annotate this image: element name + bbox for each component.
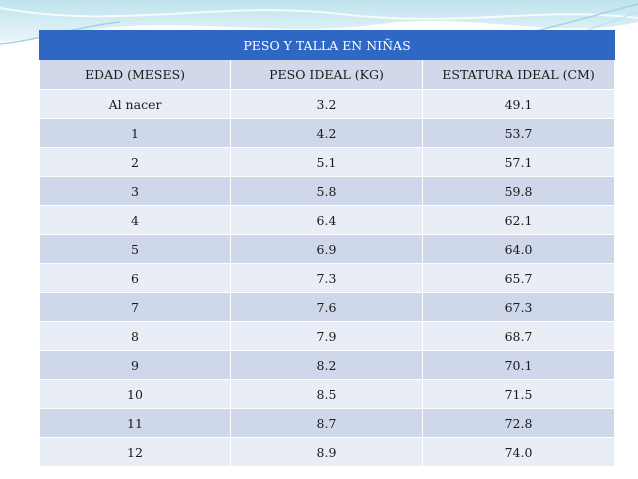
cell-height: 62.1: [422, 205, 615, 235]
cell-height: 49.1: [422, 89, 615, 119]
cell-age: 12: [39, 437, 231, 467]
cell-age: Al nacer: [39, 89, 231, 119]
cell-age: 10: [39, 379, 231, 409]
table-row: 4 6.4 62.1: [39, 205, 615, 235]
table-row: 5 6.9 64.0: [39, 234, 615, 264]
cell-weight: 3.2: [230, 89, 423, 119]
cell-height: 64.0: [422, 234, 615, 264]
cell-age: 9: [39, 350, 231, 380]
cell-weight: 7.9: [230, 321, 423, 351]
cell-age: 5: [39, 234, 231, 264]
cell-weight: 6.9: [230, 234, 423, 264]
cell-weight: 8.5: [230, 379, 423, 409]
cell-height: 70.1: [422, 350, 615, 380]
cell-age: 7: [39, 292, 231, 322]
table-row: 2 5.1 57.1: [39, 147, 615, 177]
table-row: 9 8.2 70.1: [39, 350, 615, 380]
cell-height: 67.3: [422, 292, 615, 322]
table-row: 11 8.7 72.8: [39, 408, 615, 438]
cell-height: 71.5: [422, 379, 615, 409]
table-title: PESO Y TALLA EN NIÑAS: [39, 30, 615, 60]
table-row: 12 8.9 74.0: [39, 437, 615, 467]
cell-height: 59.8: [422, 176, 615, 206]
cell-weight: 7.6: [230, 292, 423, 322]
table-row: 7 7.6 67.3: [39, 292, 615, 322]
column-header-age: EDAD (MESES): [39, 59, 231, 90]
cell-height: 74.0: [422, 437, 615, 467]
cell-age: 8: [39, 321, 231, 351]
table-title-row: PESO Y TALLA EN NIÑAS: [39, 30, 615, 60]
cell-weight: 4.2: [230, 118, 423, 148]
weight-height-table: PESO Y TALLA EN NIÑAS EDAD (MESES) PESO …: [39, 30, 615, 467]
cell-age: 1: [39, 118, 231, 148]
cell-weight: 8.7: [230, 408, 423, 438]
table-row: 6 7.3 65.7: [39, 263, 615, 293]
table-row: 3 5.8 59.8: [39, 176, 615, 206]
cell-height: 65.7: [422, 263, 615, 293]
table-container: PESO Y TALLA EN NIÑAS EDAD (MESES) PESO …: [39, 30, 615, 467]
cell-height: 68.7: [422, 321, 615, 351]
cell-weight: 6.4: [230, 205, 423, 235]
cell-age: 3: [39, 176, 231, 206]
cell-weight: 5.1: [230, 147, 423, 177]
cell-weight: 7.3: [230, 263, 423, 293]
cell-age: 6: [39, 263, 231, 293]
cell-height: 53.7: [422, 118, 615, 148]
cell-weight: 8.2: [230, 350, 423, 380]
cell-height: 57.1: [422, 147, 615, 177]
table-row: 1 4.2 53.7: [39, 118, 615, 148]
column-header-height: ESTATURA IDEAL (CM): [422, 59, 615, 90]
table-header-row: EDAD (MESES) PESO IDEAL (KG) ESTATURA ID…: [39, 59, 615, 90]
cell-age: 2: [39, 147, 231, 177]
table-row: 8 7.9 68.7: [39, 321, 615, 351]
table-row: 10 8.5 71.5: [39, 379, 615, 409]
cell-age: 11: [39, 408, 231, 438]
column-header-weight: PESO IDEAL (KG): [230, 59, 423, 90]
cell-weight: 5.8: [230, 176, 423, 206]
table-row: Al nacer 3.2 49.1: [39, 89, 615, 119]
cell-age: 4: [39, 205, 231, 235]
cell-height: 72.8: [422, 408, 615, 438]
cell-weight: 8.9: [230, 437, 423, 467]
